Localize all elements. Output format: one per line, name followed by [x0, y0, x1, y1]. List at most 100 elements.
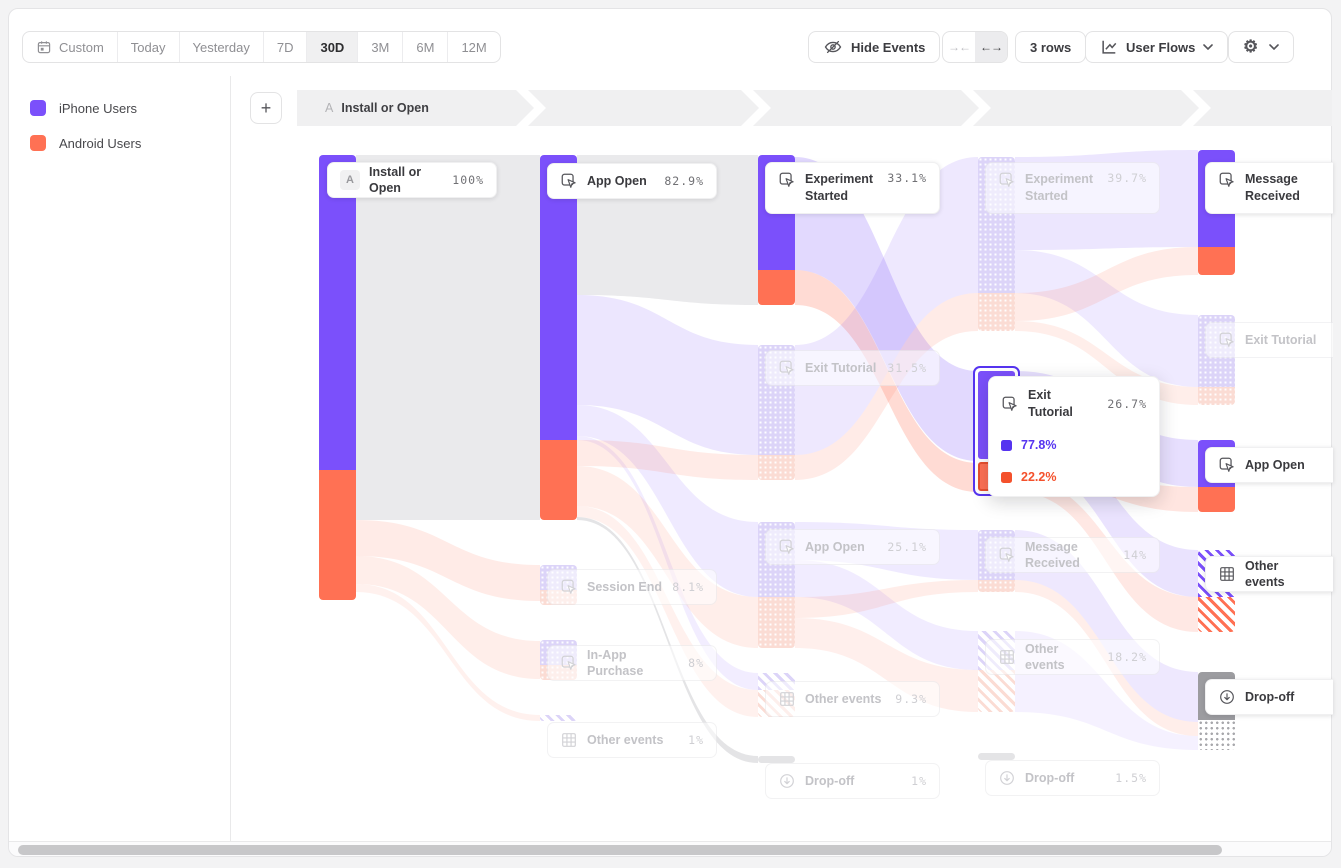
node-percentage: 8%	[688, 656, 704, 670]
flow-ribbon	[356, 584, 540, 721]
node-bar-other-events[interactable]	[540, 715, 577, 721]
flow-ribbon	[577, 517, 758, 763]
drop-off-icon	[998, 769, 1016, 787]
bar-segment-o	[758, 270, 795, 305]
node-card-drop-off[interactable]: Drop-off 1%	[765, 763, 940, 799]
collapse-columns-button[interactable]: →←	[943, 32, 975, 62]
add-step-button[interactable]: +	[250, 92, 282, 124]
node-label: Message Received	[1025, 539, 1080, 571]
flow-ribbon	[356, 520, 540, 601]
bar-segment-o	[758, 455, 795, 480]
date-range-today[interactable]: Today	[118, 32, 180, 62]
collapse-columns-icon: →←	[948, 40, 971, 54]
tap-event-icon	[778, 538, 796, 556]
bar-segment-p	[540, 155, 577, 440]
date-range-custom[interactable]: Custom	[23, 32, 118, 62]
breakdown-percentage: 22.2%	[1021, 470, 1057, 484]
flow-ribbon	[577, 436, 758, 690]
bar-segment-o	[319, 470, 356, 600]
node-percentage: 82.9%	[664, 174, 704, 188]
node-card-message-received[interactable]: Message Received 14%	[985, 537, 1160, 573]
flow-ribbon	[577, 440, 758, 480]
node-card-install-or-open[interactable]: A Install or Open 100%	[327, 162, 497, 198]
chevron-down-icon	[1269, 44, 1280, 50]
node-card-exit-tutorial[interactable]: Exit Tutorial 26.7% 77.8% 22.2%	[988, 376, 1160, 497]
node-card-exit-tutorial[interactable]: Exit Tutorial 31.5%	[765, 350, 940, 386]
date-range-30d[interactable]: 30D	[307, 32, 359, 62]
gear-icon: ⚙	[1243, 37, 1259, 56]
bar-segment-p	[540, 715, 577, 721]
node-percentage: 8.1%	[672, 580, 704, 594]
date-range-3m[interactable]: 3M	[358, 32, 404, 62]
flow-ribbon	[356, 155, 540, 520]
node-card-experiment-started[interactable]: Experiment Started 33.1%	[765, 162, 940, 214]
date-range-7d[interactable]: 7D	[264, 32, 308, 62]
node-card-app-open[interactable]: App Open 25.1%	[765, 529, 940, 565]
node-card-message-received[interactable]: Message Received	[1205, 162, 1333, 214]
breakdown-swatch	[1001, 439, 1012, 451]
bar-segment-gdot	[1198, 720, 1235, 750]
node-label: Drop-off	[1025, 770, 1075, 785]
date-range-label: 3M	[371, 39, 390, 55]
node-card-other-events[interactable]: Other events 9.3%	[765, 681, 940, 717]
node-label: Exit Tutorial	[805, 360, 877, 375]
node-bar-app-open[interactable]	[540, 155, 577, 520]
node-label: Message Received	[1245, 172, 1300, 203]
bar-segment-o	[1198, 597, 1235, 632]
flow-ribbon	[1015, 250, 1198, 387]
node-label: In-App Purchase	[587, 647, 644, 679]
date-range-yesterday[interactable]: Yesterday	[180, 32, 264, 62]
bar-segment-o	[978, 580, 1015, 592]
legend-item-android-users[interactable]: Android Users	[30, 135, 141, 151]
node-label: App Open	[805, 539, 865, 554]
node-card-session-end[interactable]: Session End 8.1%	[547, 569, 717, 605]
node-percentage: 14%	[1123, 548, 1147, 562]
bar-segment-o	[1198, 487, 1235, 512]
date-range-12m[interactable]: 12M	[448, 32, 499, 62]
node-percentage: 39.7%	[1107, 171, 1147, 185]
date-range-6m[interactable]: 6M	[403, 32, 449, 62]
node-label: Exit Tutorial	[1245, 332, 1317, 347]
node-card-app-open[interactable]: App Open 82.9%	[547, 163, 717, 199]
hide-events-label: Hide Events	[851, 39, 926, 55]
node-label: Other events	[805, 691, 882, 706]
node-card-other-events[interactable]: Other events 1%	[547, 722, 717, 758]
node-label: Drop-off	[1245, 689, 1295, 704]
tap-event-icon	[560, 578, 578, 596]
settings-button[interactable]: ⚙	[1228, 31, 1295, 63]
node-card-exit-tutorial[interactable]: Exit Tutorial	[1205, 322, 1333, 358]
sidebar-divider	[230, 76, 231, 841]
node-card-experiment-started[interactable]: Experiment Started 39.7%	[985, 162, 1160, 214]
node-bar-drop-off[interactable]	[978, 753, 1015, 760]
other-events-grid-icon	[560, 731, 578, 749]
view-selector-button[interactable]: User Flows	[1085, 31, 1229, 63]
eye-off-icon	[823, 37, 843, 57]
flow-ribbon	[795, 293, 978, 480]
hide-events-button[interactable]: Hide Events	[808, 31, 941, 63]
horizontal-scrollbar-thumb[interactable]	[18, 845, 1222, 855]
expand-columns-button[interactable]: ←→	[975, 32, 1007, 62]
node-card-app-open[interactable]: App Open	[1205, 447, 1333, 483]
legend-item-iphone-users[interactable]: iPhone Users	[30, 100, 137, 116]
node-bar-install-or-open[interactable]	[319, 155, 356, 600]
tap-event-icon	[1218, 171, 1236, 189]
node-card-other-events[interactable]: Other events 18.2%	[985, 639, 1160, 675]
date-range-label: Custom	[59, 39, 104, 55]
date-range-label: Yesterday	[192, 39, 250, 55]
node-card-drop-off[interactable]: Drop-off	[1205, 679, 1333, 715]
node-bar-drop-off[interactable]	[758, 756, 795, 763]
rows-button[interactable]: 3 rows	[1015, 31, 1087, 63]
flow-chart-icon	[1100, 38, 1118, 56]
node-label: Session End	[587, 579, 663, 594]
date-range-label: 6M	[416, 39, 435, 55]
drop-off-icon	[778, 772, 796, 790]
flow-ribbon	[1015, 247, 1198, 321]
expand-columns-icon: ←→	[980, 40, 1003, 54]
node-card-other-events[interactable]: Other events	[1205, 556, 1333, 592]
plus-icon: +	[260, 97, 272, 118]
bar-segment-g	[758, 756, 795, 763]
node-card-drop-off[interactable]: Drop-off 1.5%	[985, 760, 1160, 796]
node-card-in-app-purchase[interactable]: In-App Purchase 8%	[547, 645, 717, 681]
bar-segment-o	[1198, 387, 1235, 405]
